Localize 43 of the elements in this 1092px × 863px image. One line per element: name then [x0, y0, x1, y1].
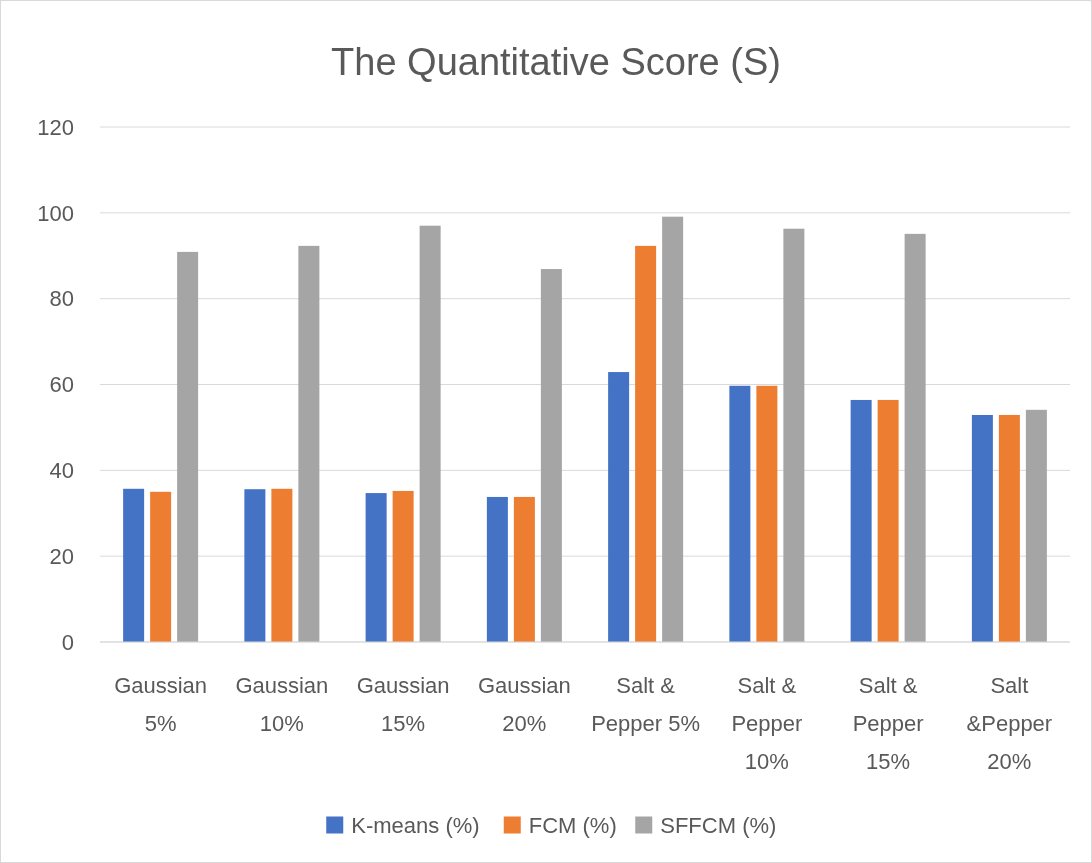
- bar: [756, 385, 778, 642]
- bar: [635, 245, 657, 642]
- bar: [513, 496, 535, 642]
- legend-label: FCM (%): [528, 812, 617, 838]
- x-tick-label: Salt & Pepper 15%: [852, 673, 924, 774]
- bar: [971, 414, 993, 642]
- bar: [365, 493, 387, 642]
- bar: [850, 399, 872, 642]
- x-tick-label: Gaussian 10%: [235, 673, 329, 736]
- y-tick-label: 0: [61, 629, 74, 655]
- x-tick-label: Gaussian 15%: [356, 673, 450, 736]
- bar: [177, 251, 199, 642]
- bar: [608, 372, 630, 642]
- legend-label: SFFCM (%): [660, 812, 777, 838]
- bar: [783, 228, 805, 642]
- y-tick-label: 80: [49, 286, 74, 312]
- y-tick-label: 40: [49, 458, 74, 484]
- y-tick-label: 60: [49, 372, 74, 398]
- bar: [1025, 409, 1047, 642]
- bar: [662, 216, 684, 642]
- x-tick-label: Salt &Pepper 20%: [966, 673, 1053, 774]
- y-tick-label: 100: [37, 200, 74, 226]
- bar: [244, 489, 266, 642]
- bar: [998, 414, 1020, 642]
- chart-title: The Quantitative Score (S): [331, 41, 781, 83]
- bar: [298, 245, 320, 642]
- x-tick-label: Gaussian 5%: [114, 673, 208, 736]
- legend-label: K-means (%): [351, 812, 480, 838]
- bar: [877, 399, 899, 642]
- bar: [150, 491, 172, 642]
- y-tick-label: 20: [49, 543, 74, 569]
- bar: [729, 385, 751, 642]
- y-tick-label: 120: [37, 114, 74, 140]
- bar: [904, 233, 926, 642]
- bar: [392, 490, 414, 642]
- bar: [271, 488, 293, 642]
- bar: [123, 488, 145, 642]
- bar: [419, 225, 441, 642]
- bar: [486, 496, 508, 642]
- x-tick-label: Salt & Pepper 5%: [591, 673, 701, 736]
- x-tick-label: Salt & Pepper 10%: [731, 673, 803, 774]
- x-tick-label: Gaussian 20%: [477, 673, 571, 736]
- bar: [540, 269, 562, 642]
